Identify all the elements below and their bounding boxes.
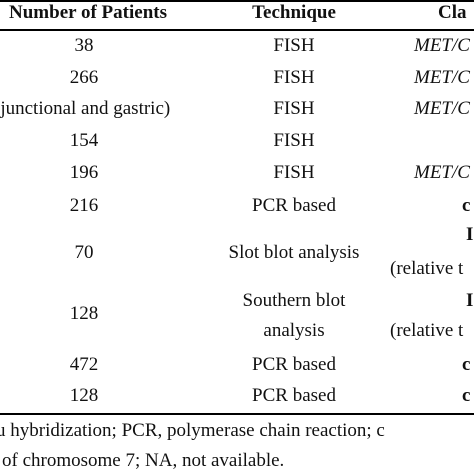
row-10-classification: c (462, 385, 471, 406)
row-2-patients: 266 (69, 67, 99, 88)
row-2-classification: MET/C (414, 67, 470, 88)
footnote-line-1: u hybridization; PCR, polymerase chain r… (0, 420, 385, 441)
top-rule (0, 0, 474, 2)
row-6-classification: c (462, 195, 471, 216)
row-9-technique: PCR based (252, 354, 336, 375)
row-9-patients: 472 (69, 354, 99, 375)
row-6-patients: 216 (69, 195, 99, 216)
row-4-patients: 154 (69, 130, 99, 151)
row-8-technique: Southern blot (242, 290, 346, 311)
row-8-patients: 128 (69, 303, 99, 324)
row-2-technique: FISH (273, 67, 315, 88)
row-1-technique: FISH (273, 35, 315, 56)
header-classification: Cla (438, 2, 467, 23)
row-5-technique: FISH (273, 162, 315, 183)
row-3-patients: (junctional and gastric) (0, 98, 171, 119)
row-1-patients: 38 (74, 35, 94, 56)
header-patients: Number of Patients (9, 2, 167, 23)
row-5-classification: MET/C (414, 162, 470, 183)
row-9-classification: c (462, 354, 471, 375)
row-5-patients: 196 (69, 162, 99, 183)
footnote-line-2: of chromosome 7; NA, not available. (2, 450, 285, 471)
row-7-classification-sub: (relative t (390, 258, 464, 279)
row-10-technique: PCR based (252, 385, 336, 406)
row-1-classification: MET/C (414, 35, 470, 56)
row-8-classification: I (466, 290, 474, 311)
bottom-rule (0, 413, 474, 415)
row-8-classification-sub: (relative t (390, 320, 464, 341)
row-6-technique: PCR based (252, 195, 336, 216)
header-technique: Technique (252, 2, 336, 23)
row-3-technique: FISH (273, 98, 315, 119)
row-8-technique-sub: analysis (263, 320, 325, 341)
row-7-classification: I (466, 224, 474, 245)
row-7-patients: 70 (74, 242, 94, 263)
row-3-classification: MET/C (414, 98, 470, 119)
header-rule (0, 29, 474, 31)
row-4-technique: FISH (273, 130, 315, 151)
row-10-patients: 128 (69, 385, 99, 406)
row-7-technique: Slot blot analysis (228, 242, 360, 263)
